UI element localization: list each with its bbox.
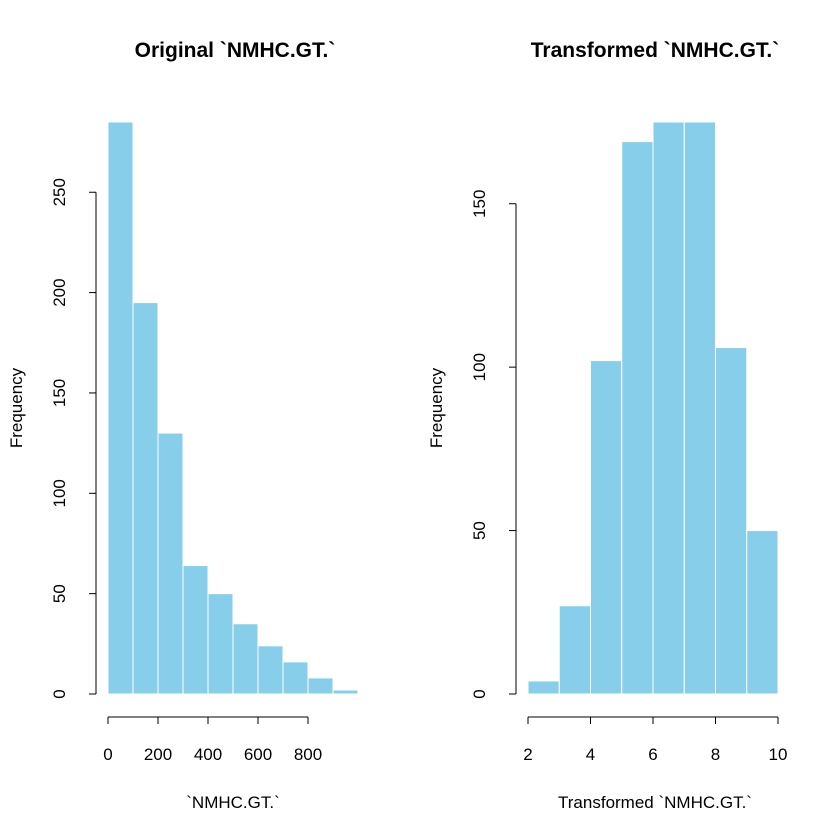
histogram-bar [332, 689, 359, 695]
histogram-bar [132, 302, 159, 695]
histogram-bar [715, 347, 748, 695]
y-axis-label: Frequency [7, 367, 26, 448]
x-tick-label: 6 [648, 745, 657, 764]
y-tick-label: 50 [50, 584, 69, 603]
y-tick-label: 0 [470, 689, 489, 698]
bars [527, 121, 779, 695]
y-tick-label: 200 [50, 278, 69, 306]
x-tick-label: 800 [294, 745, 322, 764]
y-tick-label: 0 [50, 689, 69, 698]
histogram-bar [207, 593, 234, 695]
histogram-transformed: Transformed `NMHC.GT.` 2 4 6 8 10 050100150 … [427, 39, 787, 812]
histogram-bar [746, 530, 779, 695]
y-tick-label: 100 [470, 353, 489, 381]
x-tick-label: 2 [523, 745, 532, 764]
x-tick-label: 600 [244, 745, 272, 764]
histogram-bar [652, 121, 685, 695]
histogram-bar [558, 605, 591, 695]
x-axis-label: `NMHC.GT.` [186, 793, 279, 812]
histogram-bar [590, 360, 623, 695]
x-tick-label: 8 [711, 745, 720, 764]
x-tick-label: 10 [769, 745, 788, 764]
histogram-bar [182, 565, 209, 695]
y-tick-label: 150 [50, 379, 69, 407]
chart-title: Transformed `NMHC.GT.` [531, 39, 780, 62]
bars [107, 121, 359, 695]
y-tick-label: 50 [470, 521, 489, 540]
y-axis-label: Frequency [427, 367, 446, 448]
x-tick-label: 200 [144, 745, 172, 764]
x-tick-label: 400 [194, 745, 222, 764]
histogram-bar [232, 623, 259, 695]
x-tick-label: 4 [586, 745, 595, 764]
x-axis-label: Transformed `NMHC.GT.` [558, 793, 752, 812]
x-axis: 2 4 6 8 10 [523, 716, 788, 764]
histogram-bar [107, 121, 134, 695]
histogram-bar [307, 677, 334, 695]
y-tick-label: 150 [470, 190, 489, 218]
chart-title: Original `NMHC.GT.` [135, 39, 336, 62]
histogram-bar [157, 432, 184, 695]
histogram-bar [282, 661, 309, 695]
x-tick-label: 0 [103, 745, 112, 764]
histogram-bar [527, 680, 560, 695]
histogram-bar [621, 141, 654, 695]
y-tick-label: 100 [50, 479, 69, 507]
histogram-bar [683, 121, 716, 695]
y-tick-label: 250 [50, 178, 69, 206]
histogram-bar [257, 645, 284, 695]
x-axis: 0 200 400 600 800 [103, 716, 322, 764]
y-axis: 0 50 100 150 200 250 [50, 178, 97, 699]
histogram-original: Original `NMHC.GT.` 0 200 400 600 800 0 50 100… [7, 39, 359, 812]
y-axis: 0 50 100 150 [470, 190, 517, 699]
